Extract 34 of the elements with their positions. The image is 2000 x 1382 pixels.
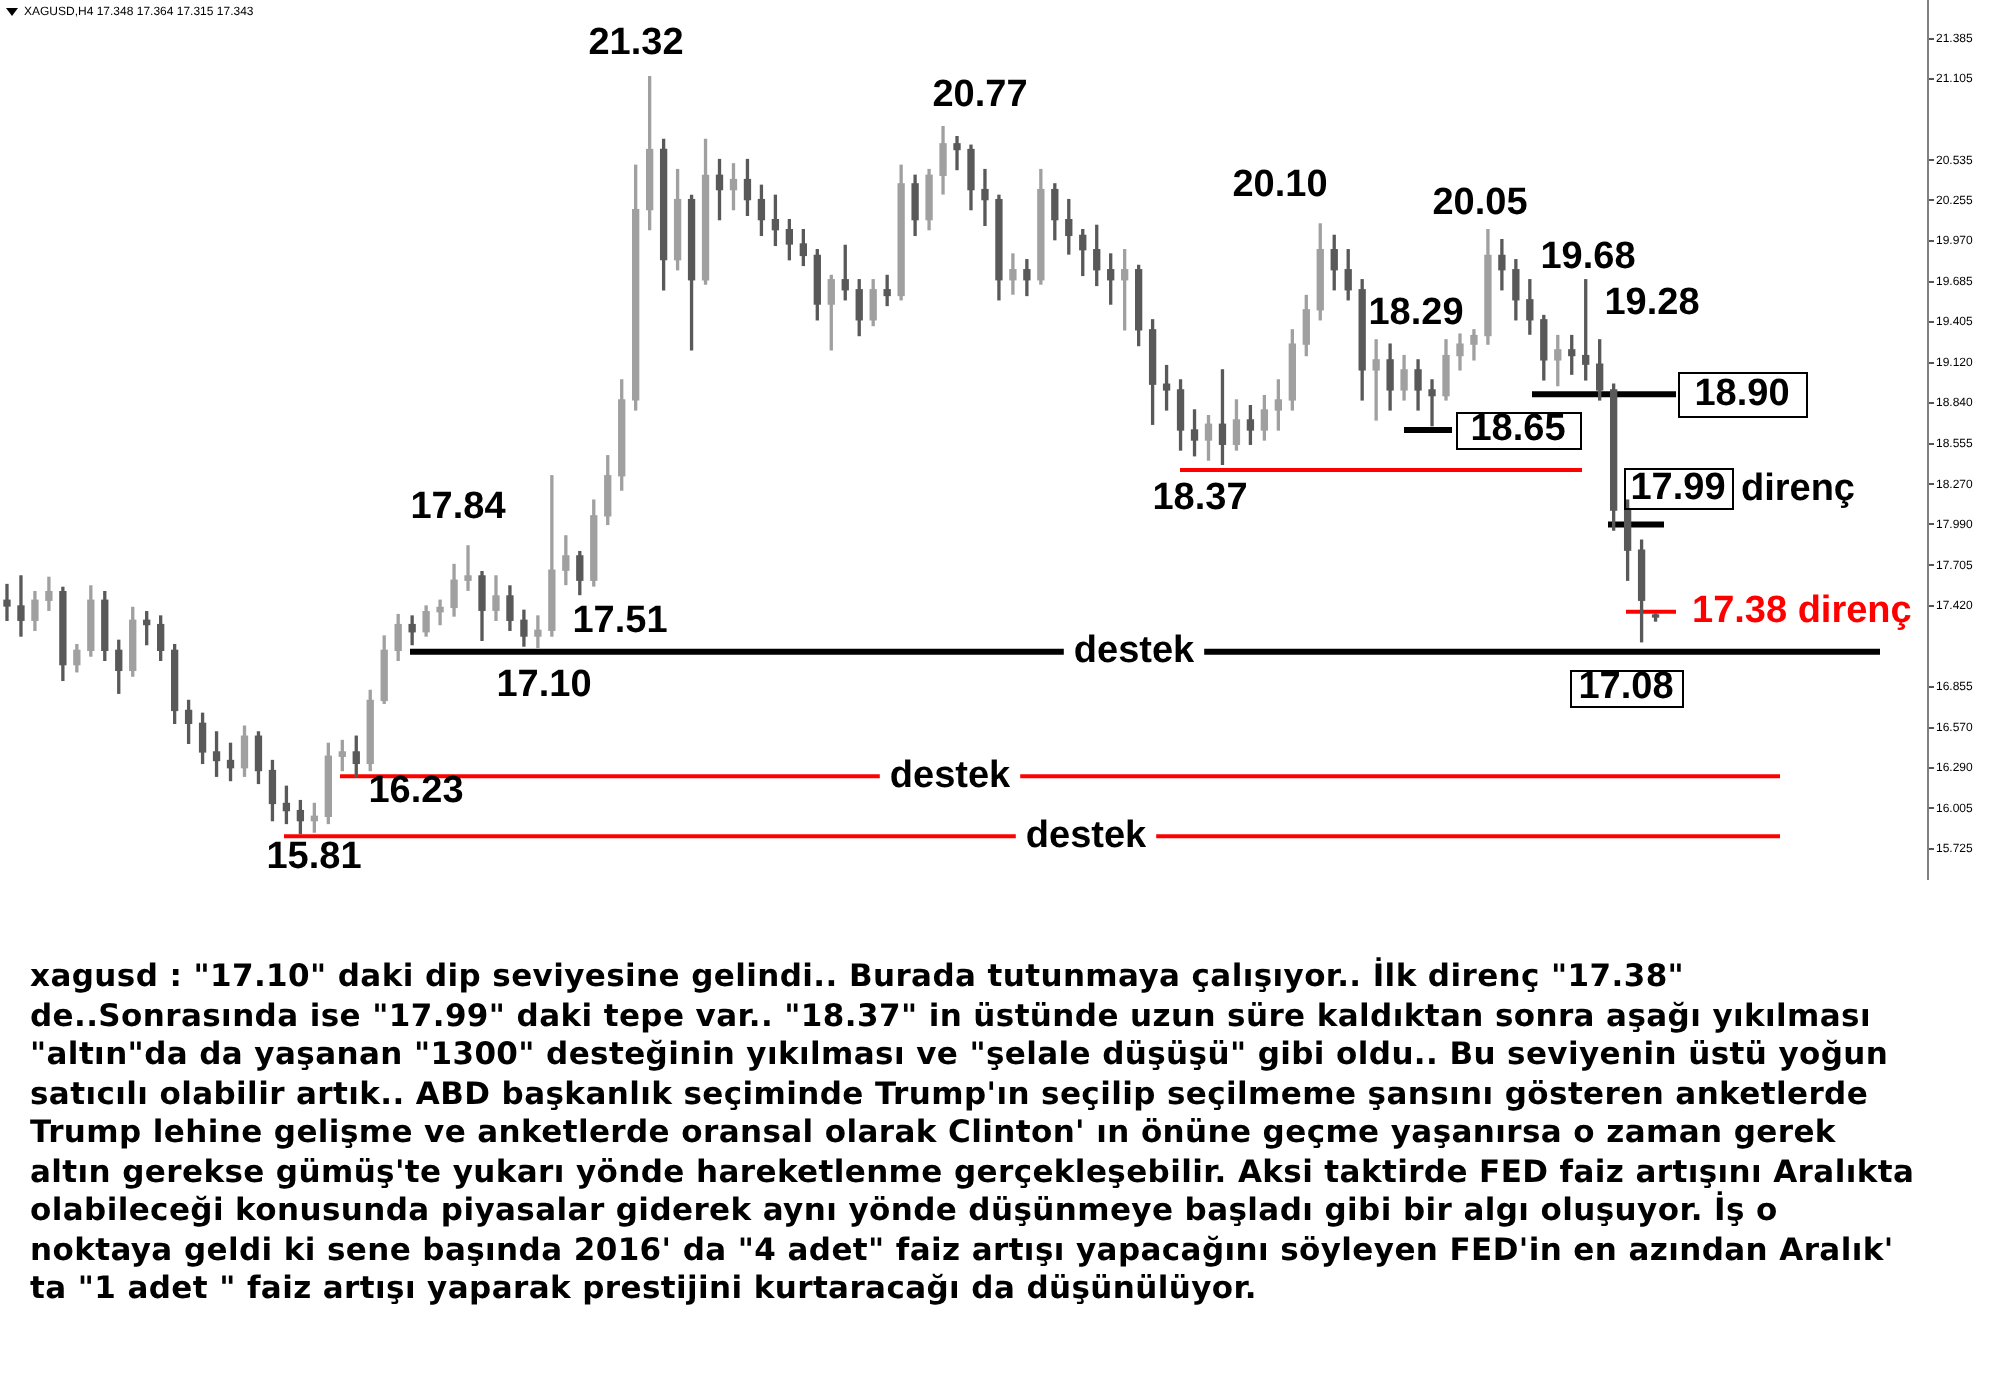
candlestick <box>1372 339 1380 421</box>
candlestick <box>534 615 542 649</box>
annotation: 16.23 <box>368 770 464 813</box>
annotation: 21.32 <box>588 22 684 65</box>
ref-line-label: 18.90 <box>1694 372 1790 415</box>
ref-line-label: 18.37 <box>1152 476 1248 519</box>
ref-line-label: destek <box>1073 630 1196 673</box>
ref-line-label: destek <box>1025 814 1148 857</box>
annotation: 20.10 <box>1232 164 1328 207</box>
annotation: direnç <box>1740 468 1856 511</box>
candlestick <box>883 274 891 307</box>
candlestick <box>981 168 989 227</box>
annotation: 17.10 <box>496 664 592 707</box>
ref-line-label: 17.99 <box>1630 466 1726 509</box>
annotation: 17.08 <box>1578 666 1674 709</box>
ref-line-label: 17.38 direnç <box>1692 590 1913 633</box>
annotation: 15.81 <box>266 836 363 879</box>
ref-line-label: destek <box>889 754 1012 797</box>
annotation: 19.28 <box>1604 282 1700 325</box>
candlestick <box>1009 253 1017 295</box>
annotation: 20.05 <box>1432 182 1529 225</box>
annotation: 17.51 <box>572 600 669 643</box>
candlestick <box>464 545 472 591</box>
candlestick <box>3 583 11 621</box>
annotation: 19.68 <box>1540 236 1636 279</box>
candlestick <box>1428 379 1436 427</box>
ref-line-label: 18.65 <box>1470 408 1567 451</box>
text: xagusd : "17.10" daki dip seviyesine gelindi.. Burada tutunmaya çalışıyor.. İlk direnç "17.38" de..Sonrasında ise "17.99" daki tepe var.. "18.37" in üstünde uzun süre kaldıktan sonra aşağı yıkılması "altın"da da yaşanan "1300" desteğinin yıkılması ve "şelale düşüşü" gibi oldu.. Bu seviyenin üstü yoğun satıcılı olabilir artık.. ABD başkanlık seçiminde Trump'ın seçilip seçilmeme şansını gösteren anketlerde Trump lehine gelişme ve anketlerde oransal olarak Clinton' ın önüne geçme yaşanırsa o zaman gerek altın gerekse gümüş'te yukarı yönde hareketlenme gerçekleşebilir. Aksi taktirde FED faiz artışını Aralıkta olabileceği konusunda piyasalar giderek aynı yönde düşünmeye başladı gibi bir algı oluşuyor. İş o noktaya geldi ki sene başında 2016' da "4 adet" faiz artışı yapacağını söyleyen FED'in en azından Aralık' ta "1 adet " faiz artışı yaparak prestijini kurtaracağı da düşünülüyor. <box>30 958 1915 1306</box>
candlestick <box>17 575 25 637</box>
annotation: 18.29 <box>1368 292 1464 335</box>
candlestick <box>436 599 444 626</box>
candlestick <box>953 135 961 171</box>
annotation: 17.84 <box>410 486 507 529</box>
annotation: 20.77 <box>932 74 1028 117</box>
